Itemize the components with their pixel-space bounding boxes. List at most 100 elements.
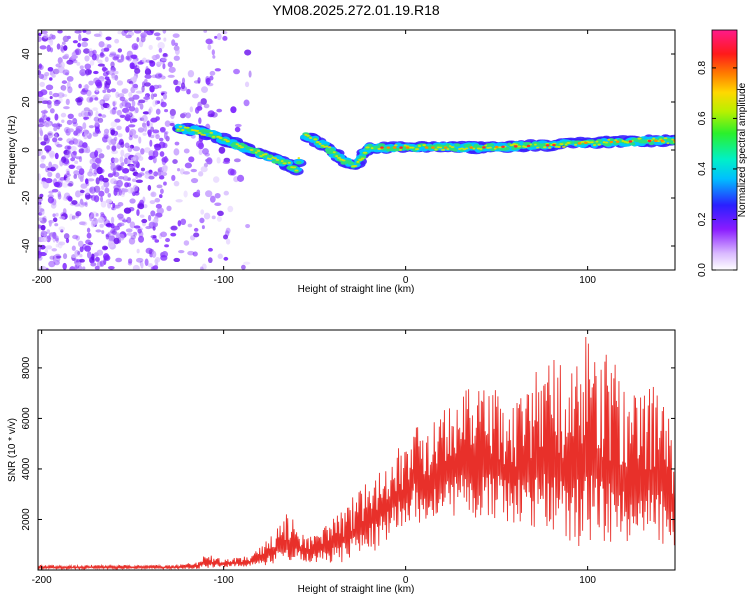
noise-blob: [58, 226, 66, 232]
noise-blob: [122, 219, 128, 223]
noise-blob: [58, 241, 66, 246]
noise-blob: [188, 156, 195, 163]
noise-blob: [216, 108, 223, 113]
noise-blob: [61, 80, 68, 84]
noise-blob: [112, 56, 119, 61]
noise-blob: [99, 180, 103, 185]
noise-blob: [92, 172, 97, 177]
noise-blob: [141, 218, 148, 224]
trace-blob: [439, 146, 443, 149]
noise-blob: [193, 80, 201, 84]
noise-blob: [139, 214, 145, 218]
x-tick-label: -100: [214, 575, 234, 586]
trace-blob: [259, 155, 263, 158]
trace-blob: [275, 158, 280, 161]
colorbar-tick-label: 0.2: [697, 212, 708, 226]
noise-blob: [40, 30, 48, 34]
noise-blob: [134, 107, 139, 114]
noise-blob: [51, 34, 56, 40]
trace-blob: [476, 147, 481, 150]
noise-blob: [117, 165, 123, 172]
noise-blob: [85, 239, 92, 245]
noise-blob: [86, 251, 92, 259]
noise-blob: [52, 213, 56, 218]
trace-blob: [181, 129, 185, 132]
trace-peak: [392, 146, 397, 149]
trace-blob: [327, 146, 332, 149]
noise-blob: [75, 211, 82, 217]
noise-blob: [243, 261, 251, 265]
trace-blob: [472, 147, 476, 150]
noise-blob: [105, 199, 113, 204]
noise-blob: [81, 41, 89, 48]
noise-blob: [87, 109, 94, 117]
noise-blob: [216, 156, 221, 164]
noise-blob: [245, 223, 251, 229]
noise-blob: [94, 157, 102, 164]
noise-blob: [92, 131, 99, 135]
noise-blob: [218, 146, 226, 154]
noise-blob: [213, 176, 220, 183]
trace-blob: [536, 146, 540, 149]
noise-blob: [111, 74, 118, 80]
noise-blob: [100, 196, 104, 203]
trace-blob: [325, 145, 329, 148]
y-tick-label: 4000: [21, 457, 32, 480]
trace-peak: [609, 140, 614, 144]
noise-blob: [60, 61, 65, 69]
noise-blob: [53, 101, 60, 107]
noise-blob: [111, 145, 117, 152]
noise-blob: [78, 200, 86, 208]
x-axis-label-1: Height of straight line (km): [298, 284, 415, 295]
noise-blob: [67, 86, 73, 94]
trace-blob: [516, 145, 521, 148]
noise-blob: [125, 30, 134, 33]
noise-blob: [203, 212, 211, 220]
trace-blob: [534, 143, 537, 146]
noise-blob: [99, 52, 105, 58]
noise-blob: [137, 156, 144, 161]
noise-blob: [49, 152, 55, 159]
noise-blob: [38, 198, 41, 206]
noise-blob: [132, 231, 138, 236]
noise-blob: [101, 230, 105, 234]
noise-blob: [75, 262, 82, 266]
trace-blob: [410, 146, 415, 149]
noise-blob: [126, 232, 134, 236]
noise-blob: [89, 97, 94, 102]
noise-blob: [212, 55, 216, 59]
trace-blob: [498, 146, 502, 149]
noise-blob: [162, 53, 169, 58]
noise-blob: [57, 30, 63, 34]
noise-blob: [118, 175, 125, 180]
noise-blob: [73, 174, 78, 179]
noise-blob: [40, 230, 47, 237]
noise-blob: [150, 117, 158, 123]
trace-peak: [482, 146, 486, 149]
noise-blob: [170, 113, 175, 120]
noise-blob: [75, 235, 80, 241]
noise-blob: [51, 123, 59, 128]
noise-blob: [88, 168, 93, 174]
x-axis-label-2: Height of straight line (km): [298, 584, 415, 595]
noise-blob: [127, 31, 135, 37]
noise-blob: [120, 161, 125, 167]
noise-blob: [158, 137, 164, 142]
noise-blob: [84, 149, 91, 154]
noise-blob: [148, 108, 152, 115]
trace-blob: [313, 138, 318, 141]
noise-blob: [201, 225, 205, 230]
noise-blob: [190, 168, 197, 173]
noise-blob: [62, 262, 67, 270]
noise-blob: [107, 266, 115, 270]
trace-peak: [628, 140, 633, 143]
noise-blob: [184, 162, 192, 169]
noise-blob: [153, 32, 161, 37]
trace-blob: [335, 155, 339, 158]
y-axis-2: 2000 4000 6000 8000: [21, 356, 675, 531]
noise-blob: [98, 168, 105, 174]
noise-blob: [157, 73, 163, 78]
noise-blob: [128, 91, 133, 98]
noise-blob: [46, 229, 51, 234]
noise-blob: [84, 192, 91, 200]
